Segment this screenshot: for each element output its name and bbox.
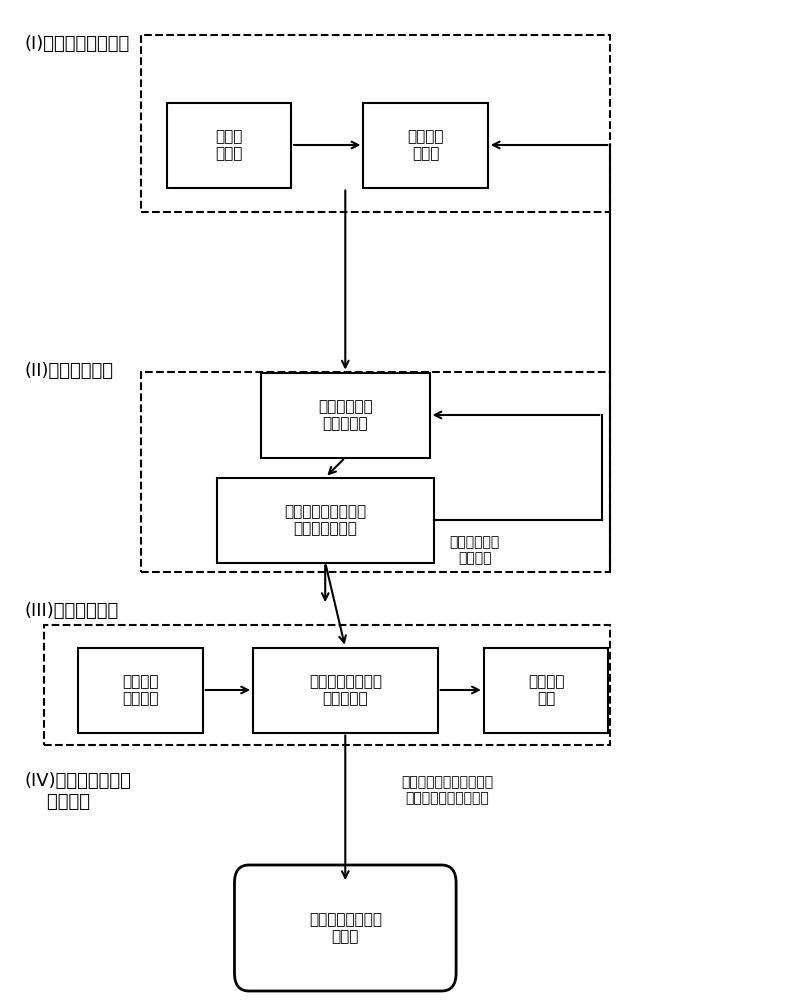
Text: 系统连接与配
置方案确定: 系统连接与配 置方案确定 xyxy=(318,399,372,431)
Text: 对线缆备选型号与布局方
式组合，迭代上述步骤: 对线缆备选型号与布局方 式组合，迭代上述步骤 xyxy=(401,775,493,805)
FancyBboxPatch shape xyxy=(234,865,456,991)
Bar xyxy=(217,478,433,562)
Text: (IV)确定线缆最优选
    型与布局: (IV)确定线缆最优选 型与布局 xyxy=(24,772,131,811)
Bar xyxy=(253,648,437,732)
Text: 线缆刚度与自然频
率关系分析: 线缆刚度与自然频 率关系分析 xyxy=(309,674,381,706)
Text: 平台微振
动模拟: 平台微振 动模拟 xyxy=(407,129,444,161)
Text: 确定线缆最优选型
与布局: 确定线缆最优选型 与布局 xyxy=(309,912,381,944)
Text: (I)平台舱微振动模拟: (I)平台舱微振动模拟 xyxy=(24,35,129,53)
Text: 固定幅値依次
改变频率: 固定幅値依次 改变频率 xyxy=(449,535,500,565)
Text: (III)线缆刚度解算: (III)线缆刚度解算 xyxy=(24,602,118,620)
Bar xyxy=(363,103,488,188)
Bar xyxy=(140,372,610,572)
Bar xyxy=(261,372,429,458)
Text: 定频率定幅値振动，
测量载荷舱响应: 定频率定幅値振动， 测量载荷舱响应 xyxy=(284,504,366,536)
Bar xyxy=(483,648,608,732)
Bar xyxy=(166,103,290,188)
Text: 系统传递
函数建立: 系统传递 函数建立 xyxy=(122,674,159,706)
Text: 线缆刚度
解算: 线缆刚度 解算 xyxy=(527,674,564,706)
Text: 音圈电
机选型: 音圈电 机选型 xyxy=(215,129,242,161)
Bar xyxy=(44,625,610,745)
Bar xyxy=(140,35,610,212)
Bar xyxy=(78,648,203,732)
Text: (II)系统基频测定: (II)系统基频测定 xyxy=(24,362,113,380)
